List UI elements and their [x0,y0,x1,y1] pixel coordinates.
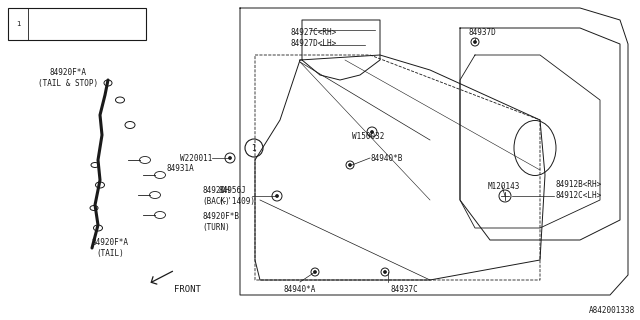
Text: W150032: W150032 [352,132,385,140]
Text: W220013 ('16.04- >): W220013 ('16.04- >) [32,28,115,34]
Text: 84940*B: 84940*B [370,154,403,163]
Text: 84931A: 84931A [166,164,194,172]
Text: M120143: M120143 [488,181,520,190]
Text: FRONT: FRONT [174,285,201,294]
Circle shape [474,41,477,44]
Text: 84920F*A
(TAIL): 84920F*A (TAIL) [92,238,129,258]
Text: 84920F*A
(TAIL & STOP): 84920F*A (TAIL & STOP) [38,68,98,88]
Text: 84920H
(BACK): 84920H (BACK) [202,186,230,206]
Text: 84920F*B
(TURN): 84920F*B (TURN) [202,212,239,232]
Circle shape [349,164,351,166]
Text: A842001338: A842001338 [589,306,635,315]
Circle shape [383,270,387,274]
Text: W220011: W220011 [180,154,212,163]
Circle shape [275,195,278,197]
Text: 84937C: 84937C [390,285,418,294]
Text: 84940*A: 84940*A [284,285,316,294]
Circle shape [371,131,374,133]
Text: 1: 1 [16,21,20,27]
Text: 84912B<RH>
84912C<LH>: 84912B<RH> 84912C<LH> [555,180,601,200]
Text: W220004< -'16.04>: W220004< -'16.04> [32,14,106,20]
Text: 1: 1 [252,143,257,153]
Bar [8,8,146,40]
Circle shape [228,156,232,159]
Text: 84937D: 84937D [468,28,496,36]
Text: 84956J
(-'1409): 84956J (-'1409) [218,186,255,206]
Circle shape [314,270,317,274]
Text: 84927C<RH>
84927D<LH>: 84927C<RH> 84927D<LH> [290,28,336,48]
